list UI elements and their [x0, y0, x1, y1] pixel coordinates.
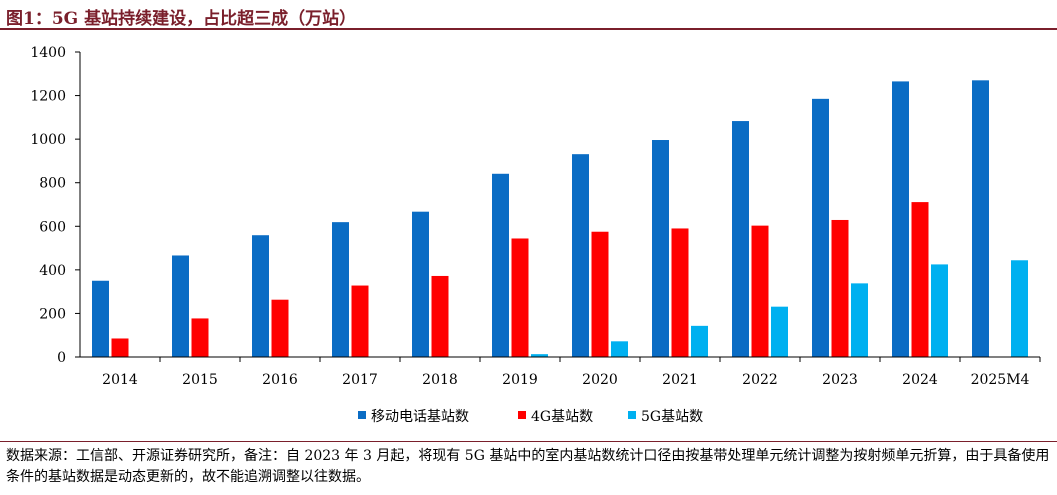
bar-4G基站数-2015	[191, 318, 209, 357]
figure-title: 图1：5G 基站持续建设，占比超三成（万站）	[6, 9, 357, 29]
bar-4G基站数-2023	[831, 219, 849, 357]
bar-移动电话基站数-2025M4	[972, 80, 989, 358]
y-tick-label: 1400	[30, 45, 66, 61]
bar-4G基站数-2019	[511, 238, 529, 357]
legend-label: 移动电话基站数	[371, 408, 469, 425]
bar-移动电话基站数-2022	[732, 121, 749, 357]
y-tick-label: 200	[39, 306, 66, 322]
bar-4G基站数-2021	[671, 228, 689, 357]
x-tick-label: 2019	[502, 372, 538, 388]
legend-label: 5G基站数	[641, 408, 703, 425]
bar-移动电话基站数-2017	[332, 222, 349, 357]
x-tick-label: 2022	[742, 372, 778, 388]
bar-移动电话基站数-2016	[252, 235, 269, 357]
bar-4G基站数-2022	[751, 225, 769, 357]
footer-rule	[0, 441, 1057, 442]
source-note: 数据来源：工信部、开源证券研究所，备注：自 2023 年 3 月起，将现有 5G…	[6, 448, 1050, 485]
bar-5G基站数-2023	[851, 283, 868, 357]
x-tick-label: 2023	[822, 372, 858, 388]
legend-swatch	[628, 411, 636, 419]
bar-5G基站数-2020	[611, 341, 628, 357]
bar-移动电话基站数-2020	[572, 154, 589, 357]
x-tick-label: 2017	[342, 372, 378, 388]
legend: 移动电话基站数 4G基站数 5G基站数	[358, 408, 703, 425]
bar-5G基站数-2024	[931, 264, 948, 357]
x-axis: 2014 2015 2016 2017 2018 2019 2020 2021 2022 2023…	[80, 356, 1041, 388]
bar-移动电话基站数-2019	[492, 173, 509, 357]
legend-label: 4G基站数	[531, 408, 593, 425]
bar-移动电话基站数-2014	[92, 280, 109, 357]
x-tick-label: 2025M4	[971, 372, 1030, 388]
x-tick-label: 2018	[422, 372, 458, 388]
x-tick-label: 2021	[662, 372, 698, 388]
bar-移动电话基站数-2021	[652, 140, 669, 357]
bar-4G基站数-2014	[111, 338, 129, 357]
x-tick-label: 2015	[182, 372, 218, 388]
x-tick-label: 2024	[902, 372, 938, 388]
bars	[92, 80, 1028, 358]
bar-4G基站数-2018	[431, 275, 449, 357]
y-tick-label: 0	[57, 350, 66, 366]
x-tick-label: 2014	[102, 372, 138, 388]
bar-5G基站数-2025M4	[1011, 260, 1028, 357]
legend-swatch	[358, 411, 366, 419]
bar-5G基站数-2022	[771, 306, 788, 357]
y-axis: 0 200 400 600 800 1000 1200 1400	[30, 45, 81, 366]
bar-移动电话基站数-2024	[892, 81, 909, 358]
bar-5G基站数-2021	[691, 325, 708, 357]
bar-4G基站数-2020	[591, 231, 609, 357]
x-tick-label: 2016	[262, 372, 298, 388]
bar-4G基站数-2016	[271, 299, 289, 357]
y-tick-label: 600	[39, 219, 66, 235]
bar-移动电话基站数-2015	[172, 255, 189, 357]
y-tick-label: 800	[39, 176, 66, 192]
y-tick-label: 400	[39, 263, 66, 279]
bar-移动电话基站数-2023	[812, 98, 829, 357]
title-rule	[0, 28, 1057, 30]
bar-移动电话基站数-2018	[412, 211, 429, 357]
bar-4G基站数-2024	[911, 202, 929, 357]
bar-5G基站数-2019	[531, 354, 548, 357]
x-tick-label: 2020	[582, 372, 618, 388]
bar-4G基站数-2017	[351, 285, 369, 357]
y-tick-label: 1200	[30, 89, 66, 105]
legend-swatch	[518, 411, 526, 419]
y-tick-label: 1000	[30, 132, 66, 148]
